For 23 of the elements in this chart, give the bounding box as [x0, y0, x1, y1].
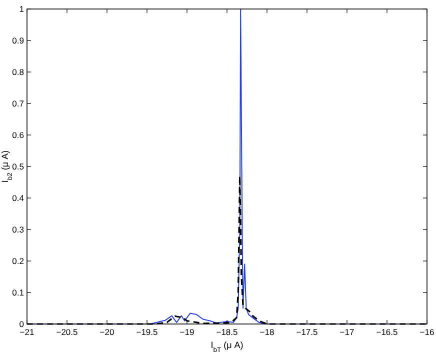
x-tick-label: −18.5 — [216, 327, 238, 337]
y-tick-label: 0.5 — [12, 162, 24, 172]
x-axis-title: I$_{bT}$ (μ A) — [210, 340, 244, 352]
x-tick-label: −17 — [340, 327, 354, 337]
x-tick-label: −17.5 — [296, 327, 318, 337]
y-tick-label: 0.3 — [12, 224, 24, 234]
x-tick-label: −21 — [20, 327, 34, 337]
y-tick-label: 1 — [19, 4, 24, 14]
y-tick-label: 0.1 — [12, 288, 24, 298]
x-tick-label: −19 — [180, 327, 194, 337]
y-tick-label: 0.4 — [12, 193, 24, 203]
x-tick-label: −16 — [420, 327, 434, 337]
x-tick-label: −18 — [260, 327, 274, 337]
x-tick-label: −20.5 — [56, 327, 78, 337]
y-tick-label: 0.8 — [12, 67, 24, 77]
x-tick-label: −20 — [100, 327, 114, 337]
x-tick-label: −16.5 — [376, 327, 398, 337]
y-tick-label: 0 — [19, 319, 24, 329]
y-tick-label: 0.6 — [12, 130, 24, 140]
y-tick-label: 0.7 — [12, 98, 24, 108]
y-tick-label: 0.9 — [12, 36, 24, 46]
y-tick-label: 0.2 — [12, 256, 24, 266]
x-tick-label: −19.5 — [136, 327, 158, 337]
